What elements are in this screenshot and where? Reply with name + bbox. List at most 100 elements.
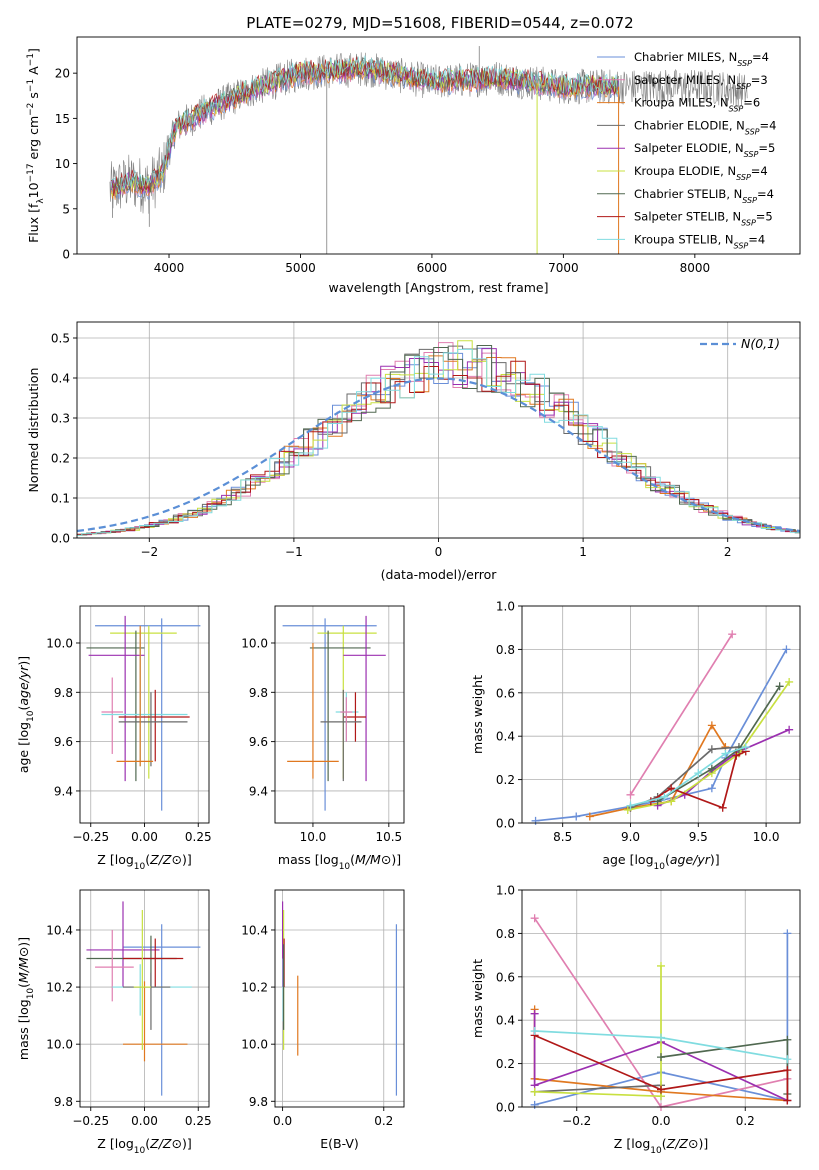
label-part: M/M⊙ xyxy=(16,947,31,983)
y-axis-label: Normed distribution xyxy=(26,368,41,493)
x-axis-label: Z [log10(Z/Z⊙)] xyxy=(614,1136,708,1156)
y-tick-label: 0.6 xyxy=(496,970,515,984)
y-tick-label: 0.1 xyxy=(51,492,70,506)
legend-label: Chabrier ELODIE, NSSP=4 xyxy=(634,118,776,136)
series-marker xyxy=(530,1027,539,1036)
y-axis-label: age [log10(age/yr)] xyxy=(16,656,36,773)
y-tick-label: 0.2 xyxy=(51,452,70,466)
legend-text: Chabrier STELIB, N xyxy=(634,187,742,201)
histogram-step xyxy=(77,345,800,536)
axes-frame xyxy=(79,889,210,1108)
mass_vs_Z-panel: −0.25 0.00 0.259.810.010.210.4Z [log10(Z/Z… xyxy=(16,889,212,1156)
label-part: erg cm xyxy=(26,116,41,164)
series-marker xyxy=(783,1066,792,1075)
label-part: 10 xyxy=(134,1146,146,1156)
label-part: Z [ xyxy=(97,1136,114,1151)
y-tick-label: 10.0 xyxy=(241,1038,268,1052)
age_vs_mass-panel: 10.0 10.5 9.4 9.6 9.8 10.0 mass [log10(M/M⊙)] xyxy=(241,605,405,872)
label-part: log xyxy=(16,722,31,741)
series-marker xyxy=(530,1087,539,1096)
label-part: Z/Z⊙ xyxy=(149,1136,182,1151)
model-spectrum-line xyxy=(110,57,619,194)
histogram-step xyxy=(77,348,800,536)
series-marker xyxy=(785,725,794,734)
legend-count: =3 xyxy=(751,73,768,87)
y-tick-label: 9.4 xyxy=(54,784,73,798)
y-tick-label: 9.6 xyxy=(249,735,268,749)
series-marker xyxy=(626,801,635,810)
series-marker xyxy=(657,1053,665,1062)
y-tick-label: 10.2 xyxy=(46,981,73,995)
legend-count: =5 xyxy=(758,141,775,155)
series-marker xyxy=(707,784,716,793)
x-tick-label: 0.2 xyxy=(374,1114,393,1128)
label-part: log xyxy=(115,1136,134,1151)
label-part: log xyxy=(320,852,339,867)
series-marker xyxy=(783,1035,792,1044)
label-part: 10 xyxy=(134,862,146,872)
series-marker xyxy=(718,803,727,812)
x-tick-label: 0.00 xyxy=(131,830,158,844)
y-tick-label: 0.4 xyxy=(496,730,515,744)
series-marker xyxy=(785,677,794,686)
axes-frame xyxy=(79,605,210,824)
legend-label: Salpeter STELIB, NSSP=5 xyxy=(634,210,773,228)
label-part: ( xyxy=(145,852,150,867)
legend-subscript: SSP xyxy=(737,59,752,68)
x-tick-label: 10.0 xyxy=(300,830,327,844)
label-part: ( xyxy=(662,1136,667,1151)
legend-count: =6 xyxy=(743,96,760,110)
y-tick-label: 0.2 xyxy=(496,773,515,787)
y-tick-label: 0.0 xyxy=(51,532,70,546)
series-marker xyxy=(783,929,792,938)
label-part: age [ xyxy=(602,852,634,867)
label-part: log xyxy=(115,852,134,867)
series-marker xyxy=(775,682,784,691)
series-marker xyxy=(707,721,716,730)
legend-count: =4 xyxy=(748,232,765,246)
label-part: M/M⊙ xyxy=(355,852,391,867)
y-tick-label: 1.0 xyxy=(496,884,515,898)
axes-frame xyxy=(76,36,801,255)
y-tick-label: 5 xyxy=(62,202,70,216)
label-part: s xyxy=(26,92,41,103)
legend-label: Kroupa STELIB, NSSP=4 xyxy=(634,232,765,250)
legend-subscript: SSP xyxy=(744,150,759,159)
y-axis-label: mass [log10(M/M⊙)] xyxy=(16,937,36,1060)
label-part: mass [ xyxy=(278,852,320,867)
figure-title: PLATE=0279, MJD=51608, FIBERID=0544, z=0… xyxy=(246,14,633,32)
label-part: ( xyxy=(16,983,31,988)
series-marker xyxy=(694,769,703,778)
legend-label: Kroupa MILES, NSSP=6 xyxy=(634,96,760,114)
label-part: 10 xyxy=(26,988,36,1000)
series-marker xyxy=(623,805,632,814)
legend-subscript: SSP xyxy=(729,104,744,113)
legend-subscript: SSP xyxy=(736,173,751,182)
x-axis-label: E(B-V) xyxy=(320,1136,359,1151)
legend-text: Kroupa ELODIE, N xyxy=(634,164,736,178)
label-part: 10 xyxy=(654,862,666,872)
x-tick-label: 2 xyxy=(724,545,732,559)
legend-subscript: SSP xyxy=(736,81,751,90)
series-marker xyxy=(707,764,716,773)
legend-subscript: SSP xyxy=(734,241,749,250)
label-part: −17 xyxy=(26,163,36,182)
axes-frame xyxy=(76,321,801,539)
histogram-step xyxy=(77,360,800,536)
x-tick-label: 8.5 xyxy=(553,830,572,844)
x-tick-label: −0.2 xyxy=(562,1114,591,1128)
series-line xyxy=(533,1013,788,1102)
series-marker xyxy=(741,743,750,752)
y-tick-label: 0.4 xyxy=(51,372,70,386)
label-part: Z/Z⊙ xyxy=(149,852,182,867)
x-tick-label: 0.00 xyxy=(131,1114,158,1128)
axis-label: Flux [fλ10−17 erg cm−2 s−1 A−1] xyxy=(26,48,46,243)
series-marker xyxy=(626,790,635,799)
series-marker xyxy=(782,645,791,654)
label-part: age [ xyxy=(16,741,31,773)
x-tick-label: 7000 xyxy=(548,261,579,275)
legend-label: Chabrier STELIB, NSSP=4 xyxy=(634,187,774,205)
label-part: −1 xyxy=(26,79,36,92)
label-part: log xyxy=(16,999,31,1018)
label-part: Z/Z⊙ xyxy=(666,1136,699,1151)
